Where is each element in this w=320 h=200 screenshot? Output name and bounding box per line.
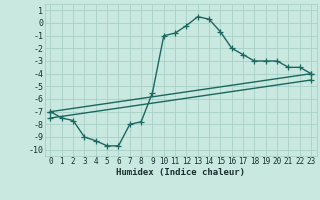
X-axis label: Humidex (Indice chaleur): Humidex (Indice chaleur)	[116, 168, 245, 177]
